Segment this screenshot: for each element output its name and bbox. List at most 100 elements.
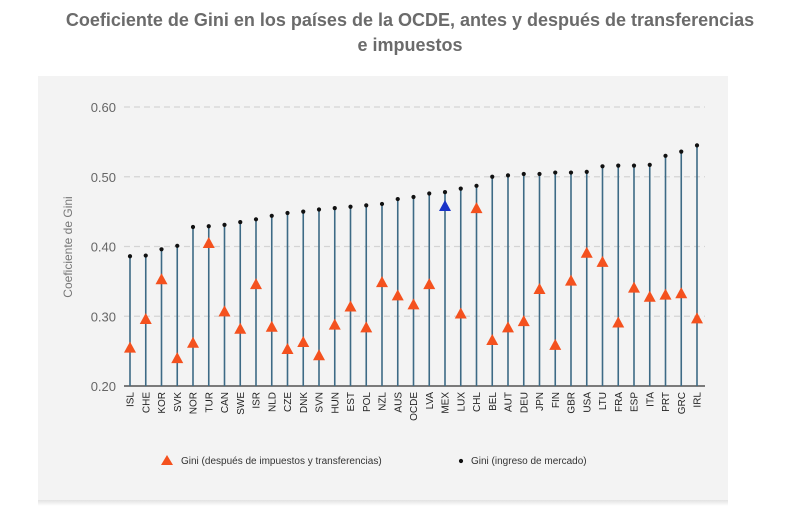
after-tax-triangle [297, 336, 310, 348]
x-tick-label: NOR [189, 392, 200, 414]
y-tick-label: 0.60 [91, 100, 116, 115]
market-income-dot [301, 209, 306, 214]
x-tick-label: ISR [252, 392, 263, 409]
x-tick-label: SWE [236, 392, 247, 415]
x-tick-label: TUR [204, 392, 215, 413]
after-tax-triangle [281, 343, 294, 355]
y-axis-title: Coeficiente de Gini [61, 196, 75, 297]
market-income-dot [694, 143, 700, 148]
after-tax-triangle [218, 305, 231, 317]
after-tax-triangle [360, 321, 373, 333]
market-income-dot [600, 164, 605, 169]
market-income-dot [474, 183, 479, 188]
y-tick-label: 0.30 [91, 309, 116, 324]
x-tick-label: DNK [299, 392, 310, 413]
market-income-dot [584, 169, 589, 174]
after-tax-triangle [675, 287, 688, 299]
x-tick-label: GRC [677, 392, 688, 414]
after-tax-triangle [155, 273, 168, 285]
x-tick-label: OCDE [409, 392, 420, 421]
after-tax-triangle [691, 312, 703, 324]
market-income-dot [395, 196, 400, 202]
market-income-dot [175, 243, 180, 248]
after-tax-triangle [549, 338, 562, 350]
market-income-dot [663, 153, 668, 158]
market-income-dot [647, 162, 652, 167]
x-tick-label: CHE [141, 392, 152, 413]
market-income-dot [143, 253, 148, 258]
x-tick-label: JPN [535, 392, 546, 411]
x-tick-label: LVA [425, 392, 436, 410]
market-income-dot [269, 213, 274, 218]
legend-label-market: Gini (ingreso de mercado) [471, 456, 587, 467]
market-income-dot [190, 224, 196, 230]
x-tick-label: NZL [378, 392, 389, 411]
y-tick-label: 0.40 [91, 240, 116, 255]
x-tick-label: USA [582, 392, 593, 413]
after-tax-triangle [187, 336, 199, 348]
after-tax-triangle [423, 278, 436, 290]
x-tick-label: KOR [157, 392, 168, 414]
x-tick-label: POL [362, 392, 373, 412]
x-tick-label: LTU [598, 392, 609, 410]
x-tick-label: SVN [315, 392, 326, 413]
market-income-dot [537, 171, 542, 177]
x-tick-label: AUS [393, 392, 404, 413]
after-tax-triangle [124, 341, 136, 353]
market-income-dot [631, 163, 637, 168]
x-tick-label: CZE [283, 392, 294, 412]
x-tick-label: HUN [330, 392, 341, 414]
market-income-dot [127, 254, 133, 259]
after-tax-triangle [580, 246, 593, 258]
legend-label-after-tax: Gini (después de impuestos y transferenc… [181, 456, 382, 467]
market-income-dot [521, 171, 526, 177]
after-tax-triangle [328, 318, 341, 330]
after-tax-triangle [628, 281, 640, 293]
market-income-dot [616, 163, 621, 168]
chart-title: Coeficiente de Gini en los países de la … [65, 10, 755, 55]
y-tick-label: 0.20 [91, 379, 116, 394]
after-tax-triangle [171, 352, 184, 364]
after-tax-triangle [502, 321, 514, 333]
x-tick-label: SVK [173, 392, 184, 412]
x-tick-label: ITA [645, 392, 656, 407]
x-tick-label: ISL [126, 392, 137, 407]
after-tax-triangle [202, 237, 215, 249]
after-tax-triangle [139, 313, 152, 325]
after-tax-triangle [596, 255, 609, 267]
x-tick-label: GBR [567, 392, 578, 414]
market-income-dot [364, 203, 369, 208]
after-tax-triangle [659, 288, 672, 300]
market-income-dot [222, 222, 227, 227]
x-tick-label: LUX [456, 392, 467, 412]
x-tick-label: FIN [551, 392, 562, 408]
after-tax-triangle [265, 320, 278, 332]
after-tax-triangle [234, 322, 247, 334]
market-income-dot [553, 170, 558, 175]
panel-shadow [38, 500, 728, 506]
x-tick-label: BEL [488, 392, 499, 411]
market-income-dot [332, 206, 337, 211]
after-tax-triangle [486, 333, 499, 345]
market-income-dot [427, 191, 432, 196]
x-tick-label: CAN [220, 392, 231, 413]
market-income-dot [379, 201, 385, 207]
market-income-dot [206, 224, 211, 229]
after-tax-triangle [250, 278, 262, 290]
market-income-dot [159, 247, 164, 252]
after-tax-triangle [407, 298, 420, 310]
x-tick-label: MEX [441, 392, 452, 414]
x-tick-label: FRA [614, 392, 625, 412]
x-tick-label: PRT [661, 392, 672, 412]
market-income-dot [442, 189, 448, 195]
market-income-dot [348, 204, 353, 209]
after-tax-triangle [565, 274, 577, 286]
after-tax-triangle [313, 349, 325, 361]
after-tax-triangle [612, 316, 625, 328]
after-tax-triangle [376, 276, 388, 288]
market-income-dot [568, 170, 574, 175]
market-income-dot [458, 186, 463, 191]
after-tax-triangle [391, 289, 404, 301]
legend-dot-icon [458, 458, 464, 464]
